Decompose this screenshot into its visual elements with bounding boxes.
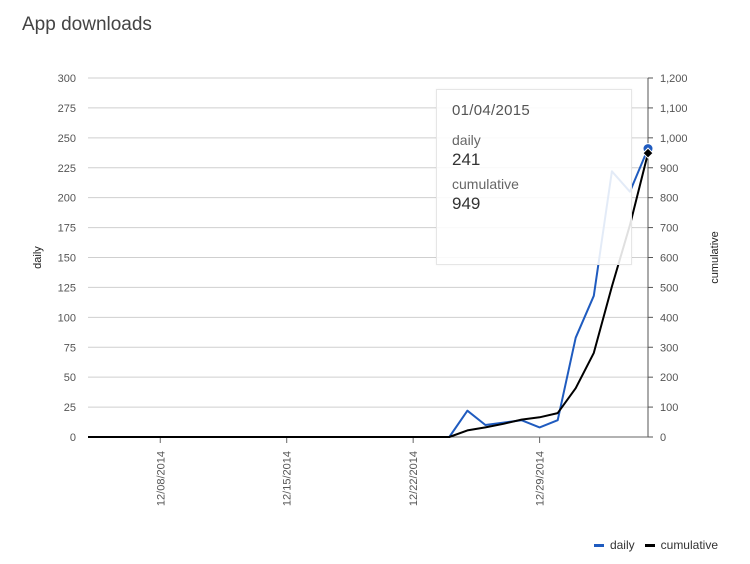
y2-tick-label: 1,000 — [660, 133, 688, 145]
y-tick-label: 300 — [58, 73, 76, 85]
y-tick-label: 275 — [58, 103, 76, 115]
tooltip-cumulative-label: cumulative — [452, 176, 519, 192]
y2-tick-label: 100 — [660, 402, 678, 414]
legend-item-cumulative[interactable]: cumulative — [644, 538, 718, 552]
y-tick-label: 100 — [58, 312, 76, 324]
y2-tick-label: 500 — [660, 282, 678, 294]
tooltip-daily-value: 241 — [452, 150, 481, 169]
y2-tick-label: 0 — [660, 432, 666, 444]
y2-tick-label: 1,200 — [660, 73, 688, 85]
y2-tick-label: 300 — [660, 342, 678, 354]
chart-legend: daily cumulative — [593, 538, 718, 552]
y2-tick-label: 400 — [660, 312, 678, 324]
x-tick-label: 12/08/2014 — [155, 451, 167, 506]
tooltip-cumulative-value: 949 — [452, 194, 481, 213]
y-tick-label: 50 — [64, 372, 76, 384]
legend-swatch-cumulative — [644, 543, 655, 547]
x-tick-label: 12/22/2014 — [408, 451, 420, 506]
tooltip-date: 01/04/2015 — [452, 102, 531, 119]
y-tick-label: 0 — [70, 432, 76, 444]
hover-tooltip: 01/04/2015 daily 241 cumulative 949 — [436, 89, 632, 265]
tooltip-daily-label: daily — [452, 132, 481, 148]
y-tick-label: 25 — [64, 402, 76, 414]
series-line-cumulative — [88, 152, 649, 438]
y2-tick-label: 900 — [660, 163, 678, 175]
y2-tick-label: 200 — [660, 372, 678, 384]
y-axis-title: daily — [32, 246, 44, 269]
legend-swatch-daily — [593, 543, 604, 547]
y2-tick-label: 1,100 — [660, 103, 688, 115]
y-tick-label: 175 — [58, 223, 76, 235]
y-tick-label: 150 — [58, 253, 76, 265]
legend-label-cumulative: cumulative — [660, 538, 718, 552]
legend-label-daily: daily — [609, 538, 635, 552]
y2-tick-label: 800 — [660, 193, 678, 205]
legend-item-daily[interactable]: daily — [593, 538, 635, 552]
x-tick-label: 12/15/2014 — [282, 451, 294, 506]
x-tick-label: 12/29/2014 — [535, 451, 547, 506]
hover-marker-cumulative — [642, 147, 654, 159]
y2-tick-label: 600 — [660, 253, 678, 265]
chart-title: App downloads — [22, 14, 152, 35]
y2-axis-title: cumulative — [709, 231, 721, 284]
y-tick-label: 125 — [58, 282, 76, 294]
y-tick-label: 200 — [58, 193, 76, 205]
y-tick-label: 250 — [58, 133, 76, 145]
y-tick-label: 75 — [64, 342, 76, 354]
y-tick-label: 225 — [58, 163, 76, 175]
y2-tick-label: 700 — [660, 223, 678, 235]
